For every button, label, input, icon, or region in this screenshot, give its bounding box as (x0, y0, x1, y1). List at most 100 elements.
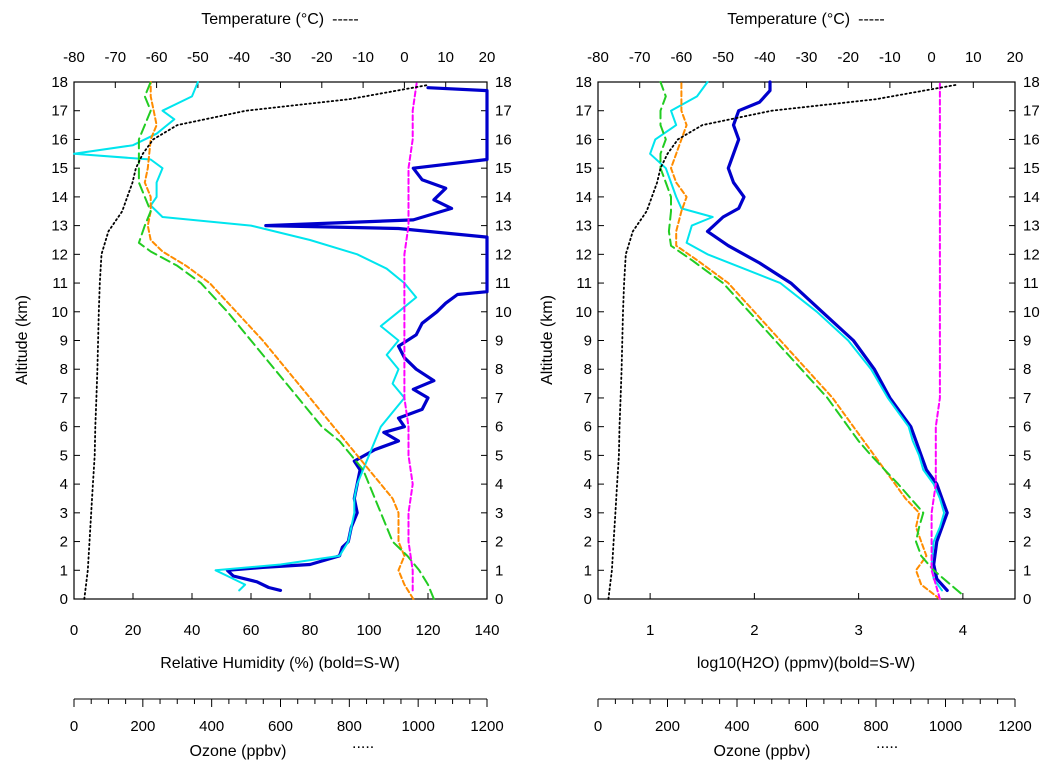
ozone-tick-label: 0 (70, 718, 78, 735)
right-ozone-axis-title: Ozone (ppbv) (714, 743, 811, 760)
left-series-line-0 (225, 86, 489, 593)
x-tick-label: 3 (854, 622, 862, 639)
y-tick-label: 4 (60, 476, 68, 493)
y-tick-label-right: 12 (1023, 246, 1040, 263)
left-series-line-2 (143, 81, 415, 600)
top-tick-label: -20 (311, 49, 333, 66)
y-tick-label: 8 (584, 361, 592, 378)
top-tick-label: 0 (400, 49, 408, 66)
y-tick-label: 12 (51, 246, 68, 263)
top-tick-label: -10 (352, 49, 374, 66)
y-tick-label-right: 0 (1023, 591, 1031, 608)
y-tick-label-right: 11 (495, 275, 511, 292)
left-series-line-4 (403, 81, 418, 592)
top-tick-label: 20 (479, 49, 496, 66)
y-tick-label-right: 0 (495, 591, 503, 608)
left-top-axis-labels: -80 -70 -60 -50 -40 -30 -20 -10 0 10 20 (63, 49, 495, 66)
right-top-axis-title: Temperature (°C) ----- (727, 11, 885, 28)
y-tick-label-right: 5 (1023, 447, 1031, 464)
right-top-axis-legend-marker: ----- (858, 11, 885, 28)
left-series-line-5 (83, 84, 430, 600)
y-tick-label: 17 (575, 103, 592, 120)
right-series-line-2 (670, 81, 941, 600)
x-tick-label: 4 (959, 622, 967, 639)
y-tick-label: 18 (51, 74, 68, 91)
top-tick-label: -80 (63, 49, 85, 66)
y-tick-label: 5 (584, 447, 592, 464)
ozone-tick-label: 800 (863, 718, 888, 735)
y-tick-label: 12 (575, 246, 592, 263)
y-tick-label-right: 2 (1023, 534, 1031, 551)
y-tick-label: 6 (60, 419, 68, 436)
y-tick-label: 9 (60, 333, 68, 350)
y-tick-label: 2 (584, 534, 592, 551)
y-tick-label: 16 (51, 131, 68, 148)
ozone-tick-label: 800 (337, 718, 362, 735)
right-x-labels: 1 2 3 4 (646, 622, 967, 639)
ozone-tick-label: 200 (655, 718, 680, 735)
right-series-group (607, 80, 962, 600)
top-tick-label: -20 (837, 49, 859, 66)
x-tick-label: 140 (474, 622, 499, 639)
y-tick-label: 11 (52, 275, 68, 292)
y-tick-label-right: 9 (495, 333, 503, 350)
ozone-tick-label: 1000 (929, 718, 962, 735)
top-tick-label: -40 (228, 49, 250, 66)
left-ozone-legend-marker: ..... (352, 735, 374, 752)
ozone-tick-label: 1200 (998, 718, 1031, 735)
y-tick-label-right: 3 (1023, 505, 1031, 522)
y-tick-label: 6 (584, 419, 592, 436)
y-tick-label: 17 (51, 103, 68, 120)
y-tick-label-right: 6 (495, 419, 503, 436)
y-tick-label: 5 (60, 447, 68, 464)
right-series-line-0 (705, 80, 949, 593)
right-ozone-tickmarks (597, 699, 1016, 707)
y-tick-label: 16 (575, 131, 592, 148)
x-tick-label: 1 (646, 622, 654, 639)
y-tick-label-right: 13 (495, 218, 512, 235)
ozone-tick-label: 400 (199, 718, 224, 735)
y-tick-label-right: 7 (495, 390, 503, 407)
y-tick-label-right: 1 (495, 562, 503, 579)
y-tick-label-right: 12 (495, 246, 512, 263)
left-plot-frame (73, 81, 488, 600)
right-series-line-1 (649, 81, 946, 592)
y-tick-label: 1 (584, 562, 592, 579)
top-tick-label: -50 (712, 49, 734, 66)
y-tick-label-right: 4 (1023, 476, 1031, 493)
y-tick-label: 1 (60, 562, 68, 579)
left-ozone-labels: 0 200 400 600 800 1000 1200 (70, 718, 504, 735)
top-tick-label: 0 (927, 49, 935, 66)
right-top-axis-title-text: Temperature (°C) (727, 11, 850, 28)
left-tick-marks (73, 81, 488, 600)
x-tick-label: 2 (750, 622, 758, 639)
y-tick-label-right: 6 (1023, 419, 1031, 436)
y-tick-label: 3 (60, 505, 68, 522)
y-tick-label-right: 15 (495, 160, 512, 177)
y-tick-label-right: 15 (1023, 160, 1040, 177)
y-tick-label-right: 14 (1023, 189, 1040, 206)
left-top-axis-legend-marker: ----- (332, 11, 359, 28)
y-tick-label-right: 16 (495, 131, 512, 148)
y-tick-label: 15 (51, 160, 68, 177)
y-tick-label-right: 17 (1023, 103, 1040, 120)
left-ozone-axis-title: Ozone (ppbv) (190, 743, 287, 760)
ozone-tick-label: 1000 (401, 718, 434, 735)
top-tick-label: -60 (671, 49, 693, 66)
y-tick-label-right: 2 (495, 534, 503, 551)
right-series-line-3 (659, 81, 962, 595)
top-tick-label: -80 (587, 49, 609, 66)
right-series-line-5 (607, 84, 957, 600)
left-x-axis-title: Relative Humidity (%) (bold=S-W) (160, 655, 400, 672)
top-tick-label: 10 (437, 49, 454, 66)
right-ozone-labels: 0 200 400 600 800 1000 1200 (594, 718, 1032, 735)
top-tick-label: -70 (629, 49, 651, 66)
top-tick-label: -60 (146, 49, 168, 66)
right-series-line-4 (930, 81, 941, 600)
y-tick-label: 8 (60, 361, 68, 378)
y-tick-label: 4 (584, 476, 592, 493)
